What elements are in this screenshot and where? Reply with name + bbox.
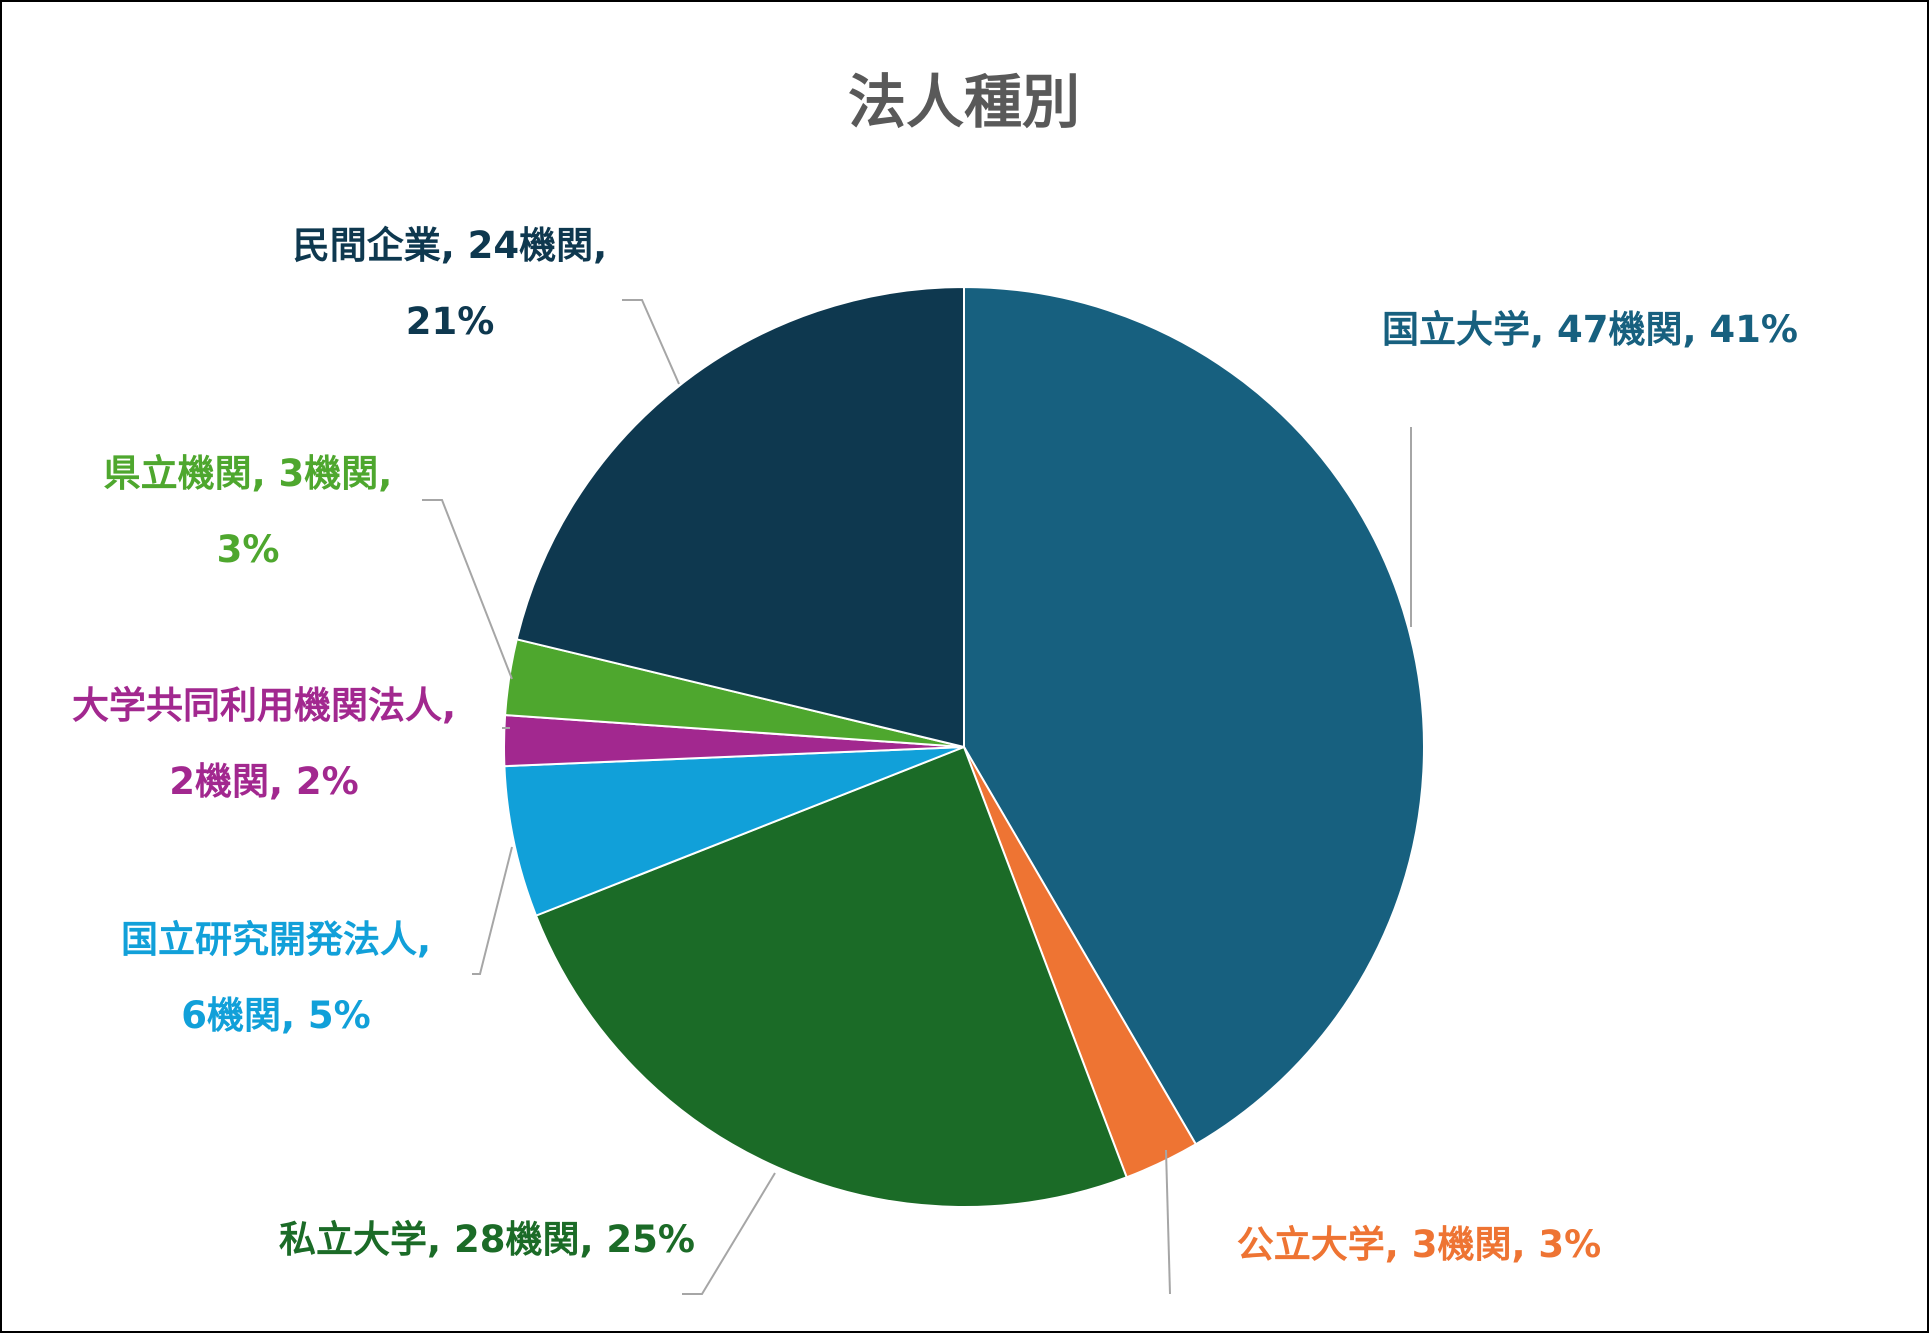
- data-label-line: 3%: [217, 528, 280, 571]
- data-label-line: 6機関, 5%: [181, 994, 371, 1037]
- data-label-line: 国立大学, 47機関, 41%: [1382, 308, 1798, 351]
- leader-line-2: [1165, 1149, 1171, 1295]
- data-label-5: 大学共同利用機関法人, 2機関, 2%: [72, 684, 456, 803]
- pie-slice-3: [534, 745, 1128, 1208]
- chart-title: 法人種別: [848, 68, 1080, 136]
- data-label-6: 県立機関, 3機関, 3%: [104, 452, 393, 571]
- pie-slices: [503, 285, 1425, 1208]
- pie-slice-7: [515, 285, 965, 749]
- leader-line-4: [472, 846, 513, 975]
- data-label-line: 21%: [406, 300, 495, 343]
- pie-slice-1: [963, 285, 1425, 1146]
- data-label-1: 国立大学, 47機関, 41%: [1382, 308, 1798, 351]
- data-labels: 国立大学, 47機関, 41% 公立大学, 3機関, 3% 私立大学, 28機関, …: [72, 224, 1798, 1266]
- data-label-line: 国立研究開発法人,: [121, 918, 431, 961]
- data-label-4: 国立研究開発法人, 6機関, 5%: [121, 918, 431, 1037]
- data-label-line: 公立大学, 3機関, 3%: [1237, 1223, 1601, 1266]
- pie-slice-4: [503, 746, 965, 917]
- data-label-7: 民間企業, 24機関, 21%: [293, 224, 607, 343]
- data-label-line: 私立大学, 28機関, 25%: [279, 1218, 695, 1261]
- data-label-line: 大学共同利用機関法人,: [72, 684, 456, 727]
- data-label-3: 私立大学, 28機関, 25%: [279, 1218, 695, 1261]
- leader-lines: [422, 299, 1412, 1295]
- data-label-line: 民間企業, 24機関,: [293, 224, 607, 267]
- leader-line-3: [682, 1172, 776, 1295]
- leader-line-6: [422, 499, 513, 680]
- leader-line-7: [622, 299, 680, 385]
- data-label-2: 公立大学, 3機関, 3%: [1237, 1223, 1601, 1266]
- data-label-line: 2機関, 2%: [169, 760, 359, 803]
- data-label-line: 県立機関, 3機関,: [104, 452, 393, 495]
